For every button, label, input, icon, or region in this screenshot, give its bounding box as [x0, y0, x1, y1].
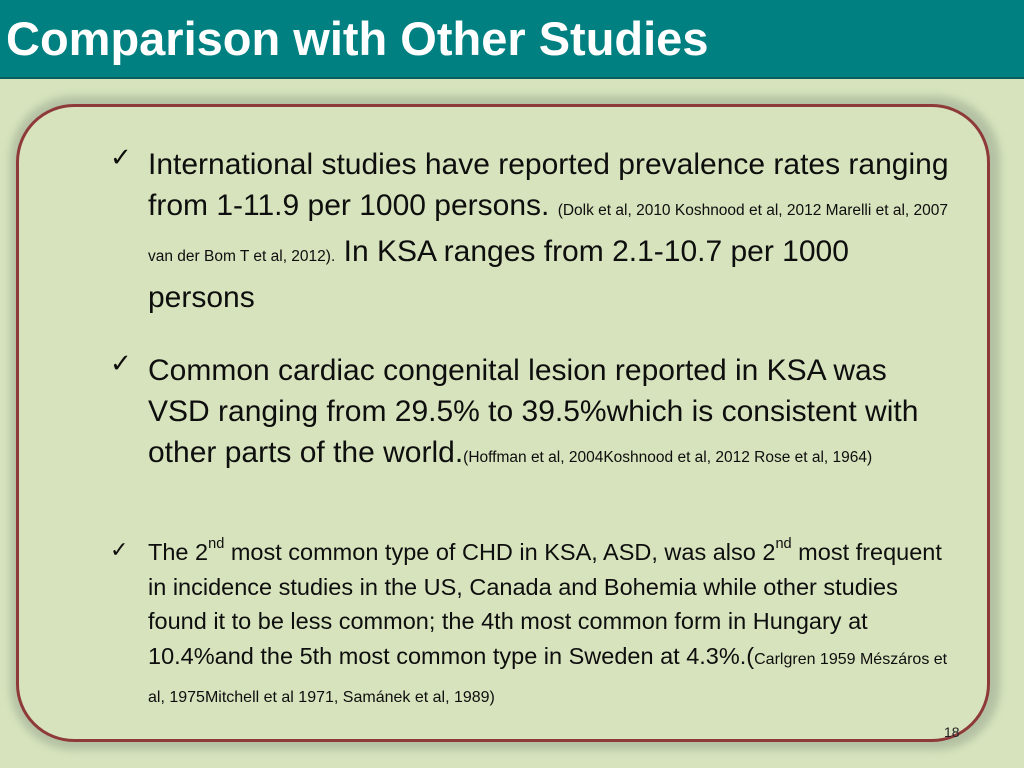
slide-title: Comparison with Other Studies	[6, 12, 709, 65]
ordinal-superscript: nd	[775, 536, 792, 553]
bullet-text: most common type of CHD in KSA, ASD, was…	[224, 539, 776, 565]
page-number: 18	[944, 724, 960, 740]
bullet-text: Common cardiac congenital lesion reporte…	[148, 354, 919, 469]
content-panel	[16, 104, 990, 742]
bullet-text: International studies have reported prev…	[148, 148, 949, 222]
bullet-text: The 2	[148, 539, 209, 565]
citation: Carlgren 1959 Mészáros et al, 1975Mitche…	[148, 650, 948, 707]
title-bar: Comparison with Other Studies	[0, 0, 1024, 79]
checkmark-icon: ✓	[110, 142, 132, 172]
citation: (Dolk et al, 2010 Koshnood et al, 2012 M…	[148, 202, 949, 265]
bullet-text: most frequent in incidence studies in th…	[148, 539, 942, 669]
checkmark-icon: ✓	[110, 348, 132, 378]
ordinal-superscript: nd	[208, 536, 225, 553]
bullet-text: In KSA ranges from 2.1-10.7 per 1000 per…	[148, 235, 849, 314]
citation: (Hoffman et al, 2004Koshnood et al, 2012…	[463, 449, 873, 466]
checkmark-icon: ✓	[110, 537, 129, 562]
